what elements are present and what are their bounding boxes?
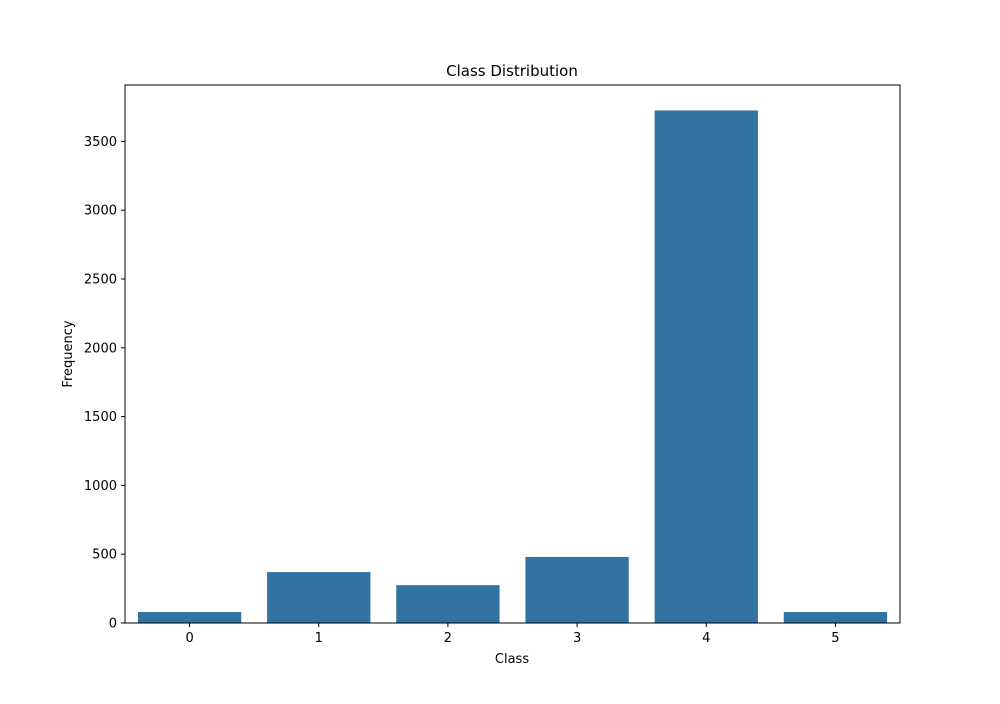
bar-class-1 bbox=[267, 572, 371, 623]
y-tick-label: 2500 bbox=[84, 273, 117, 288]
bar-class-0 bbox=[137, 611, 242, 623]
y-tick-label: 3500 bbox=[84, 135, 117, 150]
x-tick-label: 3 bbox=[573, 631, 581, 646]
bar-class-3 bbox=[525, 556, 629, 623]
bar-class-5 bbox=[783, 611, 888, 623]
x-tick-label: 4 bbox=[702, 631, 710, 646]
y-tick-label: 1000 bbox=[84, 479, 117, 494]
chart-title: Class Distribution bbox=[446, 62, 578, 80]
x-tick-label: 0 bbox=[185, 631, 193, 646]
x-axis: 0 1 2 3 4 5 bbox=[185, 623, 840, 646]
plot-frame bbox=[124, 84, 901, 624]
x-tick-label: 2 bbox=[444, 631, 452, 646]
bar-class-4 bbox=[654, 110, 758, 623]
x-tick-label: 5 bbox=[831, 631, 839, 646]
x-axis-label: Class bbox=[495, 652, 529, 667]
y-tick-label: 3000 bbox=[84, 204, 117, 219]
y-axis: 0 500 1000 1500 2000 2500 3000 3500 bbox=[84, 135, 125, 632]
y-axis-label: Frequency bbox=[61, 320, 76, 387]
y-tick-label: 2000 bbox=[84, 341, 117, 356]
y-tick-label: 500 bbox=[92, 548, 117, 563]
y-tick-label: 0 bbox=[109, 617, 117, 632]
bar-class-2 bbox=[396, 585, 500, 623]
x-tick-label: 1 bbox=[315, 631, 323, 646]
y-tick-label: 1500 bbox=[84, 410, 117, 425]
bars-layer bbox=[137, 110, 888, 623]
